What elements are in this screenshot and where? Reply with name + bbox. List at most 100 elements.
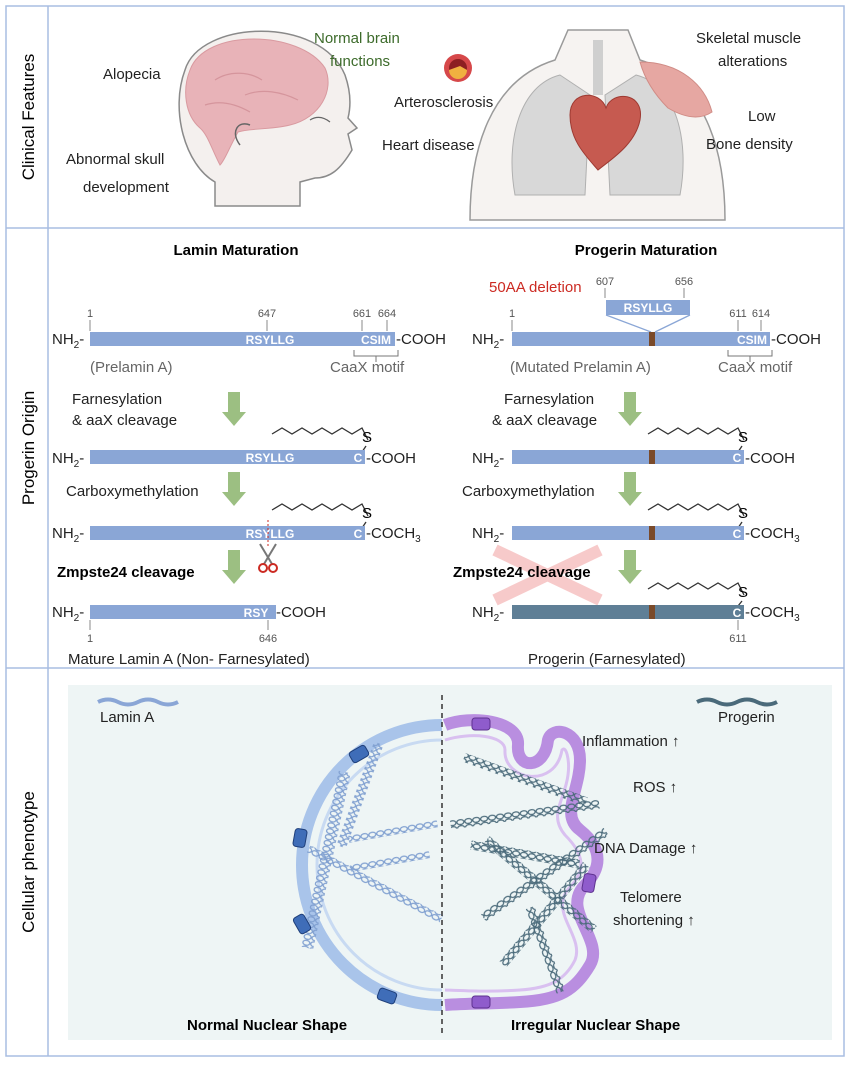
svg-text:S: S	[738, 505, 748, 522]
normal-shape-label: Normal Nuclear Shape	[187, 1017, 347, 1034]
lamin-pos-1: 1	[87, 308, 93, 320]
svg-text:-COCH3: -COCH3	[745, 604, 800, 624]
progerin-methylated-row: NH2- C -COCH3	[472, 525, 800, 545]
progerin-prelamin-row: NH2- CSIM -COOH	[472, 331, 821, 362]
deleted-fragment: RSYLLG	[605, 300, 691, 333]
progerin-pos-1: 1	[509, 308, 515, 320]
inflammation-label: Inflammation ↑	[582, 733, 680, 750]
svg-text:NH2-: NH2-	[472, 331, 504, 351]
bone-label-line1: Low	[748, 108, 776, 125]
svg-text:Farnesylation: Farnesylation	[504, 391, 594, 408]
mature-lamin-label: Mature Lamin A (Non- Farnesylated)	[68, 651, 310, 668]
svg-text:-COCH3: -COCH3	[745, 525, 800, 545]
scissors-icon	[258, 543, 278, 573]
lamin-pos-661: 661	[353, 308, 371, 320]
svg-text:C: C	[733, 451, 742, 465]
lamin-farn-label-1: Farnesylation	[72, 391, 162, 408]
mutated-prelamin-label: (Mutated Prelamin A)	[510, 359, 651, 376]
svg-text:S: S	[738, 429, 748, 446]
svg-text:-COCH3: -COCH3	[366, 525, 421, 545]
blocked-cleavage-cross	[492, 544, 603, 606]
progerin-label: Progerin	[718, 709, 775, 726]
progerin-arrow-2	[618, 472, 642, 506]
frame	[5, 5, 845, 1057]
skull-label-line2: development	[83, 179, 170, 196]
progerin-pos-607: 607	[596, 276, 614, 288]
svg-text:RSYLLG: RSYLLG	[246, 527, 295, 541]
clinical-panel: Alopecia Abnormal skull development Norm…	[66, 29, 801, 221]
brain-label-line1: Normal brain	[314, 30, 400, 47]
svg-text:C: C	[733, 527, 742, 541]
svg-text:RSY: RSY	[244, 606, 269, 620]
irregular-nucleus	[442, 714, 609, 1011]
bone-label-line2: Bone density	[706, 136, 793, 153]
progerin-farnesylated-row: NH2- C -COOH	[472, 450, 795, 470]
lamin-mature-row: NH2- RSY -COOH	[52, 604, 326, 630]
nuclear-pore-icon	[471, 717, 597, 1009]
progerin-pos-656: 656	[675, 276, 693, 288]
lamin-maturation: Lamin Maturation 1 647 661 664 NH2- RSYL…	[52, 242, 446, 668]
artery-icon	[444, 54, 472, 82]
svg-text:& aaX cleavage: & aaX cleavage	[492, 412, 597, 429]
lamin-title: Lamin Maturation	[173, 242, 298, 259]
lamin-pos-1b: 1	[87, 633, 93, 645]
progerin-legend	[696, 697, 778, 707]
mutation-marker	[649, 332, 655, 346]
phenotype-panel: Lamin A Progerin	[68, 685, 832, 1040]
skull-label-line1: Abnormal skull	[66, 151, 164, 168]
svg-text:CSIM: CSIM	[737, 333, 767, 347]
brain-icon	[185, 38, 329, 166]
normal-nucleus	[292, 719, 444, 1011]
svg-text:-COOH: -COOH	[771, 331, 821, 348]
lamin-carboxy-label: Carboxymethylation	[66, 483, 199, 500]
progerin-title: Progerin Maturation	[575, 242, 718, 259]
lamin-caax-label: CaaX motif	[330, 359, 405, 376]
lamin-a-legend	[97, 697, 179, 707]
child-head-illustration	[178, 30, 359, 207]
progerin-filaments	[450, 753, 609, 994]
deletion-label: 50AA deletion	[489, 279, 582, 296]
section-label-phenotype: Cellular phenotype	[19, 791, 38, 933]
heart-disease-label: Heart disease	[382, 137, 475, 154]
muscle-icon	[639, 61, 713, 118]
svg-text:-COOH: -COOH	[366, 450, 416, 467]
svg-text:-COOH: -COOH	[276, 604, 326, 621]
svg-text:C: C	[733, 606, 742, 620]
lamin-pos-647: 647	[258, 308, 276, 320]
svg-text:NH2-: NH2-	[52, 450, 84, 470]
progerin-arrow-1	[618, 392, 642, 426]
lamin-farnesylated-row: NH2- RSYLLG C -COOH	[52, 450, 416, 470]
torso-illustration	[469, 29, 726, 221]
lamin-csim-label: CSIM	[361, 333, 391, 347]
farnesyl-chain	[271, 427, 369, 441]
progerin-pos-611b: 611	[729, 633, 747, 645]
lamin-farn-label-2: & aaX cleavage	[72, 412, 177, 429]
muscle-label-line1: Skeletal muscle	[696, 30, 801, 47]
svg-text:Carboxymethylation: Carboxymethylation	[462, 483, 595, 500]
lamin-pos-664: 664	[378, 308, 396, 320]
section-label-clinical: Clinical Features	[19, 54, 38, 181]
svg-text:NH2-: NH2-	[52, 331, 84, 351]
svg-text:C: C	[354, 451, 363, 465]
lamin-pos-646: 646	[259, 633, 277, 645]
svg-text:-COOH: -COOH	[396, 331, 446, 348]
svg-text:-COOH: -COOH	[745, 450, 795, 467]
progerin-final-row: NH2- C -COCH3	[472, 604, 800, 630]
arterosclerosis-label: Arterosclerosis	[394, 94, 493, 111]
progerin-pos-611: 611	[729, 308, 747, 320]
ros-label: ROS ↑	[633, 779, 677, 796]
svg-text:C: C	[354, 527, 363, 541]
svg-text:NH2-: NH2-	[472, 604, 504, 624]
svg-text:RSYLLG: RSYLLG	[246, 451, 295, 465]
progerin-arrow-3	[618, 550, 642, 584]
lamin-arrow-2	[222, 472, 246, 506]
progerin-final-label: Progerin (Farnesylated)	[528, 651, 686, 668]
svg-text:NH2-: NH2-	[472, 525, 504, 545]
svg-text:S: S	[738, 584, 748, 601]
lamin-methylated-row: NH2- RSYLLG C -COCH3	[52, 520, 421, 548]
progerin-caax-label: CaaX motif	[718, 359, 793, 376]
section-label-origin: Progerin Origin	[19, 391, 38, 505]
svg-text:NH2-: NH2-	[52, 525, 84, 545]
telomere-label-line1: Telomere	[620, 889, 682, 906]
